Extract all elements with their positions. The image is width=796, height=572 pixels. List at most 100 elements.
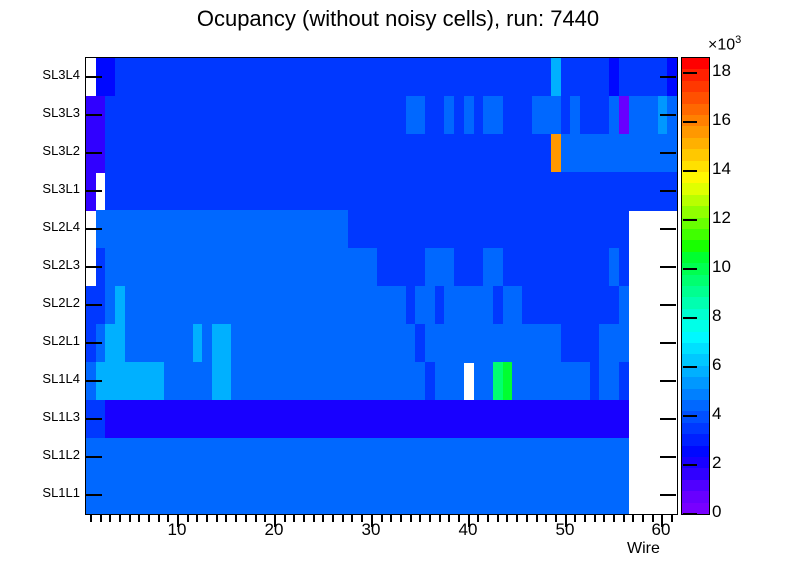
x-axis-minor-tick: [555, 514, 557, 522]
colorbar-band: [682, 274, 709, 286]
x-axis-minor-tick: [332, 514, 334, 522]
colorbar-tick: [683, 170, 697, 172]
colorbar-band: [682, 467, 709, 480]
x-axis-minor-tick: [439, 514, 441, 522]
x-axis-major-tick: [565, 514, 567, 527]
x-axis-minor-tick: [574, 514, 576, 522]
colorbar-tick: [683, 72, 697, 74]
heatmap-cell: [463, 96, 475, 135]
colorbar-band: [682, 319, 709, 332]
heatmap-cell: [609, 96, 620, 135]
heatmap-cell: [502, 248, 610, 287]
heatmap-cell: [618, 248, 630, 287]
colorbar[interactable]: [681, 57, 710, 515]
colorbar-tick-label: 14: [712, 159, 731, 178]
x-axis-minor-tick: [342, 514, 344, 522]
colorbar-tick-label: 10: [712, 257, 731, 276]
x-axis-minor-tick: [264, 514, 266, 522]
heatmap-cell: [405, 96, 426, 135]
colorbar-band: [682, 285, 709, 298]
colorbar-band: [682, 80, 709, 93]
colorbar-band: [682, 331, 709, 343]
colorbar-band: [682, 388, 709, 400]
colorbar-tick-label: 12: [712, 208, 731, 227]
x-axis-minor-tick: [313, 514, 315, 522]
x-axis-minor-tick: [632, 514, 634, 522]
colorbar-band: [682, 182, 709, 195]
x-axis-minor-tick: [138, 514, 140, 522]
heatmap-cell: [415, 324, 426, 363]
y-axis-tick: [86, 190, 102, 192]
heatmap-cell: [163, 362, 213, 401]
colorbar-band: [682, 376, 709, 389]
heatmap-cell: [589, 362, 600, 401]
heatmap-cell: [502, 362, 513, 401]
colorbar-band: [682, 296, 709, 309]
x-axis-minor-tick: [119, 514, 121, 522]
colorbar-band: [682, 490, 709, 503]
x-axis-minor-tick: [322, 514, 324, 522]
x-axis-tick-label: 50: [555, 520, 575, 539]
y-axis-label: SL2L4: [42, 219, 80, 234]
colorbar-band: [682, 251, 709, 264]
x-axis-minor-tick: [652, 514, 654, 522]
x-axis-minor-tick: [361, 514, 363, 522]
heatmap-cell: [570, 96, 581, 135]
y-axis-tick-right: [660, 342, 676, 344]
colorbar-band: [682, 365, 709, 378]
x-axis-minor-tick: [429, 514, 431, 522]
heatmap-cell: [444, 96, 455, 135]
x-axis-minor-tick: [516, 514, 518, 522]
heatmap-cell: [580, 96, 610, 135]
x-axis-minor-tick: [603, 514, 605, 522]
x-axis-minor-tick: [351, 514, 353, 522]
x-axis-minor-tick: [187, 514, 189, 522]
y-axis-tick-right: [660, 380, 676, 382]
heatmap-cell: [415, 286, 436, 325]
x-axis-tick-label: 20: [264, 520, 284, 539]
page-title: Ocupancy (without noisy cells), run: 744…: [196, 6, 600, 31]
y-axis-tick-right: [660, 266, 676, 268]
heatmap-cell: [425, 324, 562, 363]
heatmap-cell: [618, 362, 630, 401]
heatmap-cell: [531, 96, 562, 135]
x-axis-minor-tick: [623, 514, 625, 522]
colorbar-band: [682, 399, 709, 412]
colorbar-band: [682, 103, 709, 115]
heatmap-cell: [492, 362, 504, 401]
heatmap-cell: [95, 210, 349, 249]
colorbar-band: [682, 456, 709, 469]
x-axis-minor-tick: [235, 514, 237, 522]
x-axis-minor-tick: [206, 514, 208, 522]
heatmap-cell: [502, 96, 533, 135]
heatmap-cell: [521, 286, 620, 325]
x-axis-minor-tick: [381, 514, 383, 522]
heatmap-cell: [231, 362, 426, 401]
x-axis-minor-tick: [158, 514, 160, 522]
x-axis-minor-tick: [642, 514, 644, 522]
x-axis-minor-tick: [487, 514, 489, 522]
heatmap-cell: [105, 324, 126, 363]
x-axis-minor-tick: [109, 514, 111, 522]
colorbar-tick: [683, 121, 697, 123]
heatmap-cell: [124, 324, 194, 363]
y-axis-tick-right: [660, 456, 676, 458]
x-axis-tick-label: 30: [361, 520, 381, 539]
heatmap-cell: [86, 438, 630, 477]
heatmap-cell: [560, 324, 600, 363]
heatmap-cell: [376, 248, 426, 287]
heatmap-cell: [444, 286, 494, 325]
heatmap-cell: [609, 58, 620, 97]
x-axis-tick-label: 60: [651, 520, 671, 539]
colorbar-band: [682, 239, 709, 252]
x-axis-minor-tick: [196, 514, 198, 522]
x-axis-minor-tick: [100, 514, 102, 522]
colorbar-band: [682, 171, 709, 184]
heatmap-cell: [231, 324, 416, 363]
y-axis-tick: [86, 266, 102, 268]
y-axis-label: SL3L2: [42, 143, 80, 158]
x-axis-minor-tick: [303, 514, 305, 522]
y-axis-tick-right: [660, 418, 676, 420]
heatmap-plot-area[interactable]: [85, 57, 678, 515]
